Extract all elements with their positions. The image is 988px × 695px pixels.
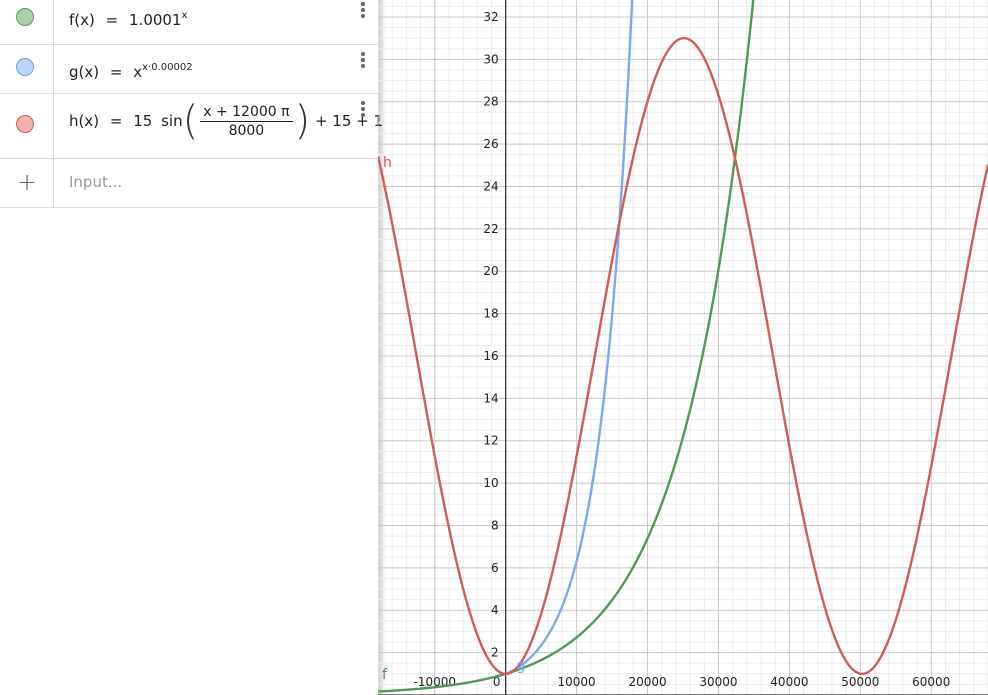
denominator-h: 8000 xyxy=(228,122,265,139)
x-tick-label: 60000 xyxy=(912,675,950,689)
curve-h xyxy=(378,36,988,676)
base-g: x xyxy=(133,63,143,81)
y-tick-label: 4 xyxy=(491,603,499,617)
y-tick-label: 2 xyxy=(491,646,499,660)
y-tick-label: 26 xyxy=(483,137,498,151)
tick-labels: -10000 0 10000 20000 30000 40000 50000 60000246… xyxy=(413,10,950,689)
x-tick-label: 20000 xyxy=(628,675,666,689)
equals-sign: = xyxy=(109,63,123,81)
y-tick-label: 28 xyxy=(483,95,498,109)
equals-sign: = xyxy=(105,11,119,29)
major-grid xyxy=(378,0,988,695)
curve-f xyxy=(378,0,755,693)
add-item-marker[interactable]: + xyxy=(0,159,54,207)
visibility-dot-f-icon[interactable] xyxy=(16,8,34,26)
menu-kebab-h-icon[interactable] xyxy=(361,101,367,119)
x-tick-label: 50000 xyxy=(841,675,879,689)
base-f: 1.0001 xyxy=(129,11,182,29)
x-tick-label: 30000 xyxy=(699,675,737,689)
exponent-g: x·0.00002 xyxy=(142,62,193,73)
plus-icon[interactable]: + xyxy=(17,168,38,196)
y-tick-label: 8 xyxy=(491,518,499,532)
y-tick-label: 24 xyxy=(483,179,498,193)
left-paren: ( xyxy=(182,98,199,144)
x-tick-label: 40000 xyxy=(770,675,808,689)
visibility-toggle-g[interactable] xyxy=(0,45,54,93)
curve-labels: f g h xyxy=(382,155,525,683)
visibility-dot-g-icon[interactable] xyxy=(16,58,34,76)
curve-g xyxy=(505,0,634,675)
expression-g[interactable]: g(x) = xx·0.00002 xyxy=(69,62,193,81)
coefficient-h: 15 xyxy=(133,112,153,130)
y-tick-label: 32 xyxy=(483,10,498,24)
function-name-f: f(x) xyxy=(69,11,95,29)
menu-kebab-f-icon[interactable] xyxy=(361,2,367,20)
function-name-h: h(x) xyxy=(69,112,100,130)
y-tick-label: 6 xyxy=(491,561,499,575)
x-tick-label: 10000 xyxy=(558,675,596,689)
graphics-view[interactable]: -10000 0 10000 20000 30000 40000 50000 60000246… xyxy=(378,0,988,695)
equals-sign: = xyxy=(109,112,123,130)
y-tick-label: 16 xyxy=(483,349,498,363)
y-tick-label: 10 xyxy=(483,476,498,490)
input-field[interactable]: Input... xyxy=(69,173,123,191)
minor-grid xyxy=(378,0,988,695)
curves xyxy=(378,0,988,693)
algebra-row-g[interactable]: g(x) = xx·0.00002 xyxy=(0,45,378,94)
y-tick-label: 18 xyxy=(483,307,498,321)
visibility-toggle-h[interactable] xyxy=(0,94,54,158)
y-tick-label: 22 xyxy=(483,222,498,236)
curve-label-f: f xyxy=(382,667,388,683)
panel-divider-shadow xyxy=(378,0,386,695)
algebra-view: f(x) = 1.0001x g(x) = xx·0.00002 h(x) = … xyxy=(0,0,383,695)
right-paren: ) xyxy=(294,98,311,144)
input-row[interactable]: + Input... xyxy=(0,159,378,208)
algebra-row-h[interactable]: h(x) = 15 sin(x + 12000 π 8000) + 15 + 1 xyxy=(0,94,383,159)
tail-h: + 15 + 1 xyxy=(314,112,384,130)
function-name-g: g(x) xyxy=(69,63,100,81)
x-tick-label: 0 xyxy=(493,675,501,689)
visibility-dot-h-icon[interactable] xyxy=(16,115,34,133)
expression-f[interactable]: f(x) = 1.0001x xyxy=(69,10,188,29)
y-tick-label: 14 xyxy=(483,391,498,405)
y-tick-label: 30 xyxy=(483,52,498,66)
menu-kebab-g-icon[interactable] xyxy=(361,52,367,70)
expression-h[interactable]: h(x) = 15 sin(x + 12000 π 8000) + 15 + 1 xyxy=(69,101,383,141)
y-tick-label: 12 xyxy=(483,434,498,448)
y-tick-label: 20 xyxy=(483,264,498,278)
algebra-row-f[interactable]: f(x) = 1.0001x xyxy=(0,0,378,45)
curve-label-g: g xyxy=(516,658,525,674)
sin-function: sin xyxy=(161,112,183,130)
visibility-toggle-f[interactable] xyxy=(0,0,54,44)
curve-label-h: h xyxy=(383,155,392,171)
axes xyxy=(378,0,988,695)
exponent-f: x xyxy=(181,10,188,21)
numerator-h: x + 12000 π xyxy=(200,104,293,122)
fraction-h: x + 12000 π 8000 xyxy=(200,104,293,139)
